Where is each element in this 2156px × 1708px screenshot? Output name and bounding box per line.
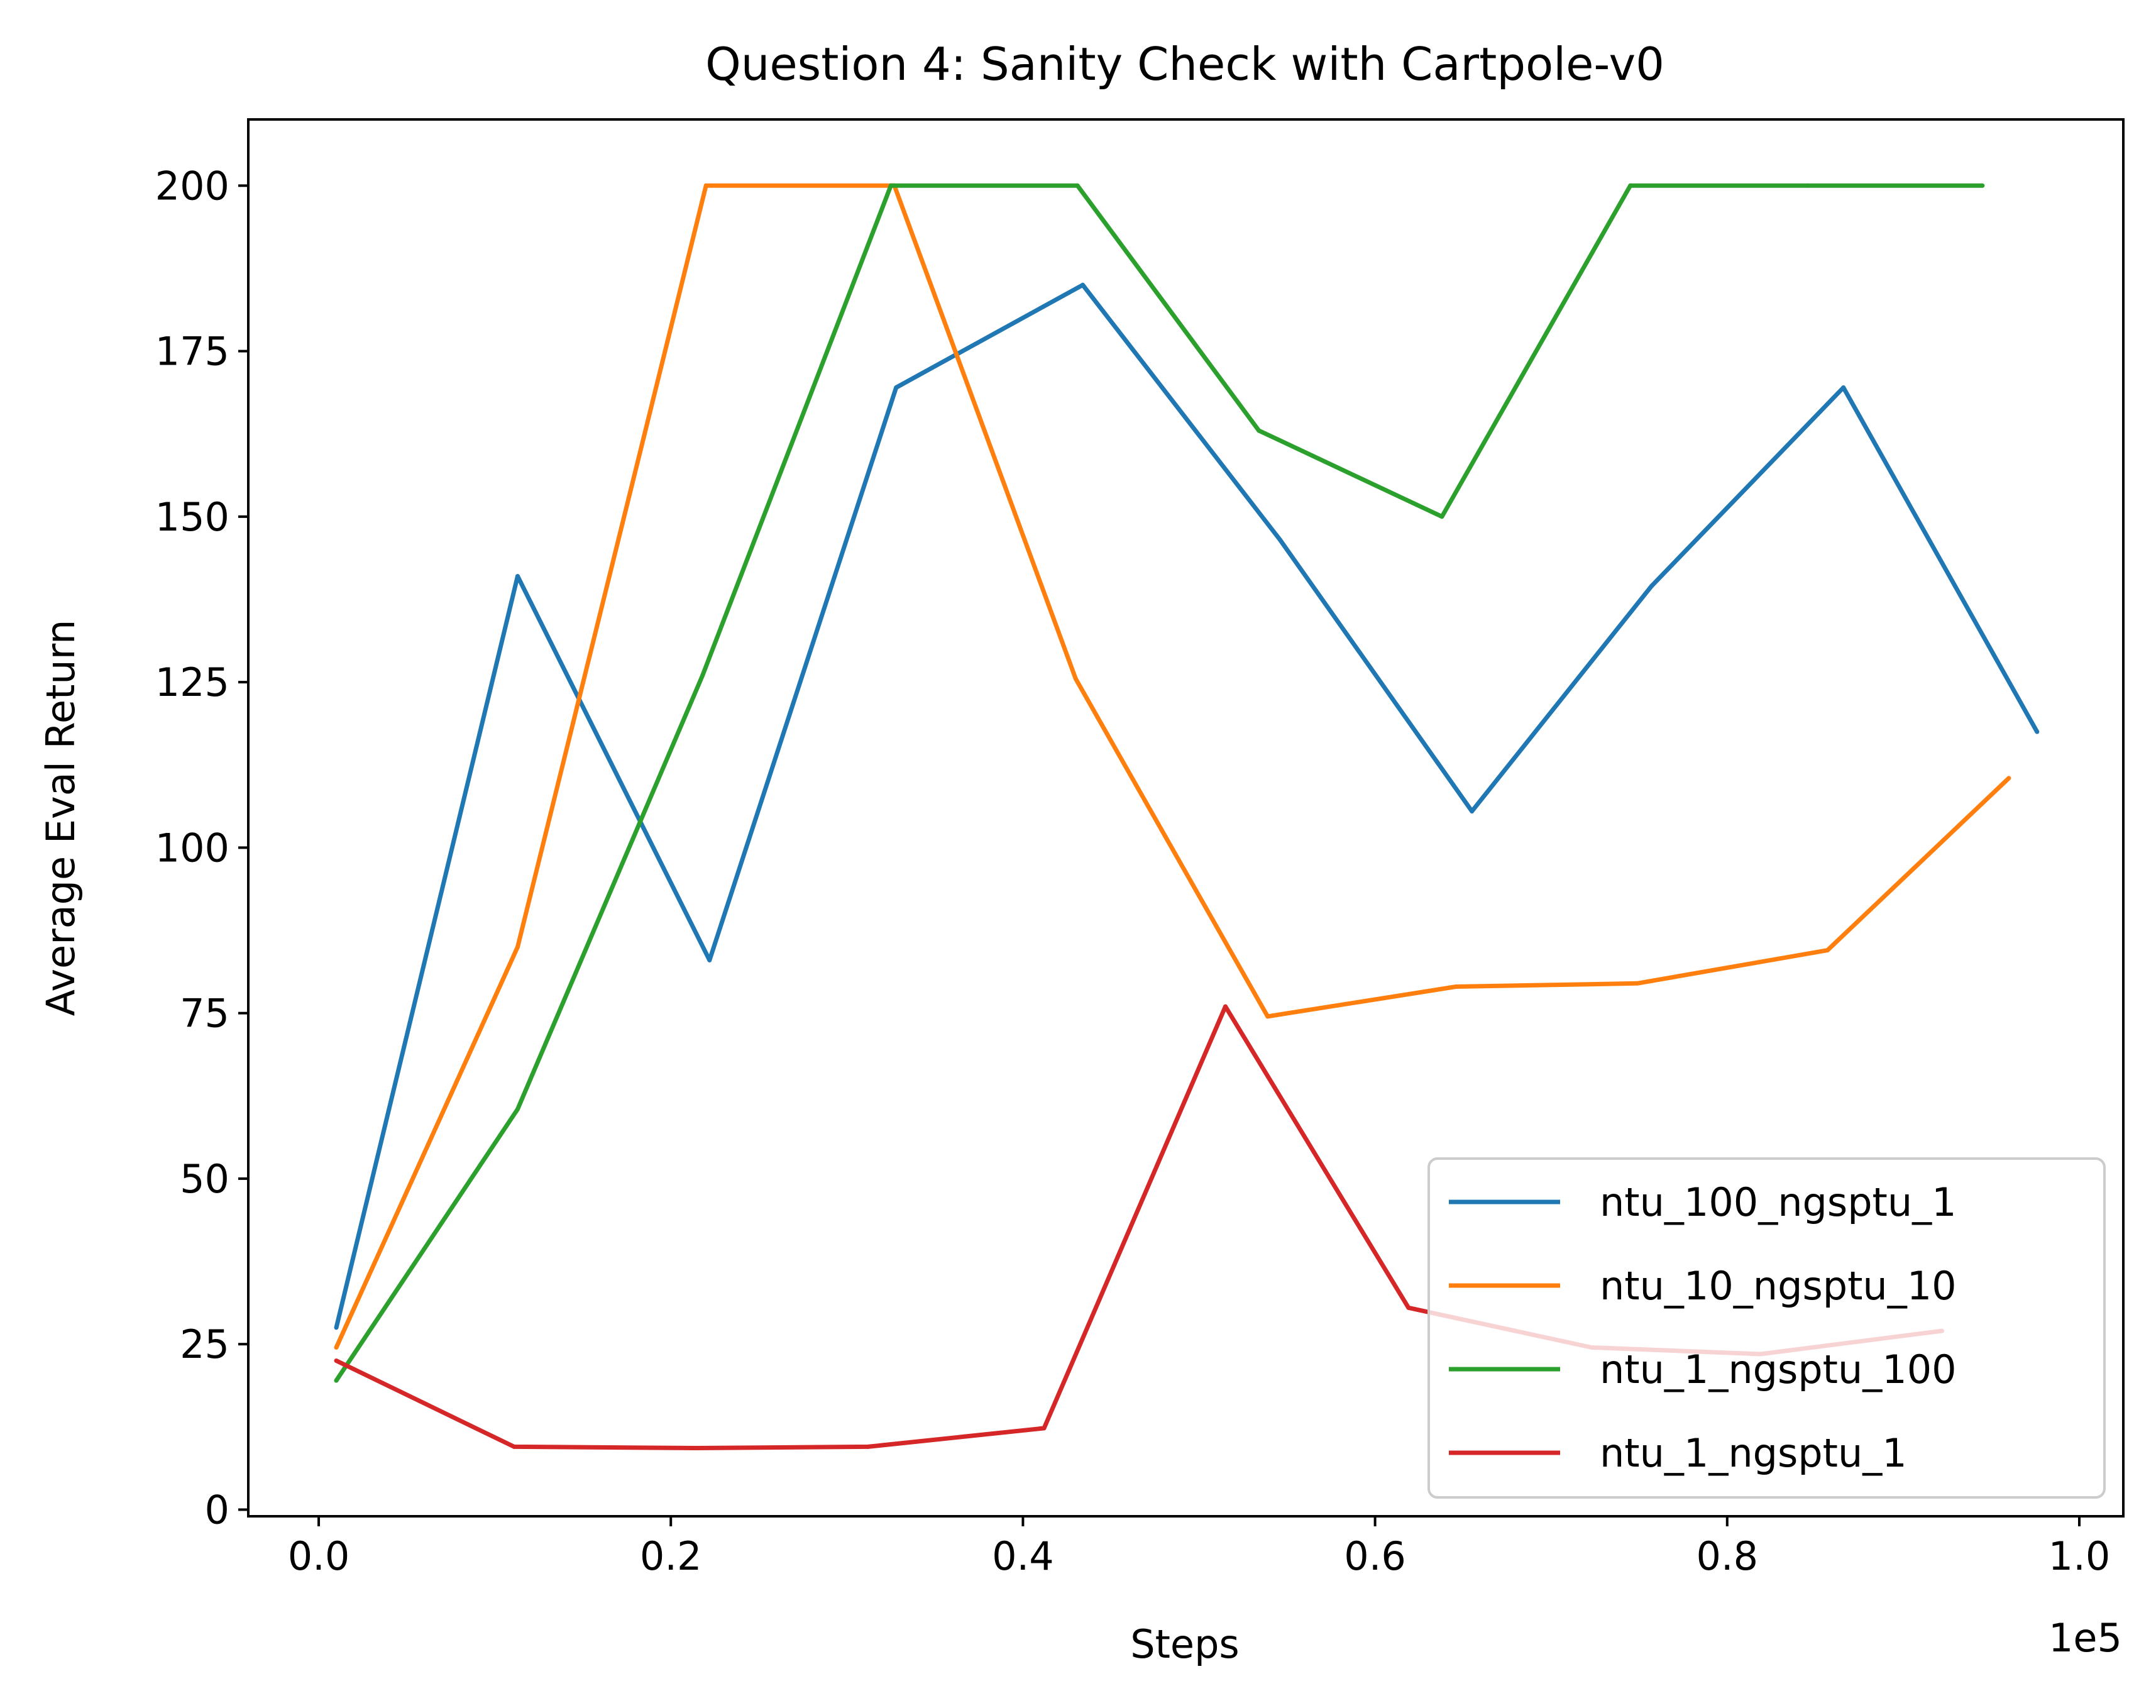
data-point-ntu_100_ngsptu_1-3: [894, 385, 899, 390]
y-axis-label: Average Eval Return: [38, 620, 84, 1017]
data-point-ntu_1_ngsptu_1-0: [334, 1358, 339, 1363]
y-tick-label: 150: [155, 494, 229, 540]
data-point-ntu_100_ngsptu_1-4: [1081, 282, 1086, 287]
data-point-ntu_100_ngsptu_1-5: [1277, 537, 1282, 543]
y-tick-label: 175: [155, 329, 229, 375]
data-point-ntu_1_ngsptu_100-1: [515, 1106, 520, 1111]
legend-label: ntu_100_ngsptu_1: [1600, 1179, 1957, 1225]
x-tick-label: 0.4: [992, 1533, 1054, 1579]
y-tick-label: 200: [155, 163, 229, 209]
legend-label: ntu_10_ngsptu_10: [1600, 1263, 1957, 1309]
x-tick-label: 1.0: [2049, 1533, 2111, 1579]
data-point-ntu_10_ngsptu_10-7: [1635, 981, 1640, 986]
data-point-ntu_10_ngsptu_10-0: [334, 1345, 339, 1350]
data-point-ntu_10_ngsptu_10-5: [1265, 1014, 1270, 1019]
data-point-ntu_1_ngsptu_1-2: [693, 1446, 698, 1450]
legend-label: ntu_1_ngsptu_100: [1600, 1347, 1957, 1392]
x-tick-label: 0.8: [1696, 1533, 1758, 1579]
data-point-ntu_10_ngsptu_10-9: [2006, 776, 2011, 781]
legend: ntu_100_ngsptu_1 ntu_10_ngsptu_10 ntu_1_ng…: [1427, 1157, 2106, 1499]
data-point-ntu_1_ngsptu_100-8: [1806, 183, 1811, 188]
legend-label: ntu_1_ngsptu_1: [1600, 1430, 1907, 1476]
legend-box: [1427, 1157, 2106, 1499]
data-point-ntu_1_ngsptu_100-2: [700, 673, 705, 678]
data-point-ntu_10_ngsptu_10-4: [1073, 676, 1078, 681]
data-point-ntu_10_ngsptu_10-8: [1825, 948, 1830, 953]
data-point-ntu_100_ngsptu_1-1: [515, 574, 520, 579]
data-point-ntu_1_ngsptu_100-6: [1439, 514, 1444, 519]
legend-entry: ntu_1_ngsptu_1: [1449, 1430, 1907, 1476]
data-point-ntu_1_ngsptu_1-6: [1406, 1305, 1411, 1310]
legend-entry: ntu_100_ngsptu_1: [1449, 1179, 1957, 1225]
data-point-ntu_1_ngsptu_100-0: [334, 1378, 339, 1383]
data-point-ntu_100_ngsptu_1-0: [334, 1325, 339, 1330]
y-tick-label: 75: [180, 991, 229, 1037]
x-tick-label: 0.2: [640, 1533, 702, 1579]
legend-entries: ntu_100_ngsptu_1 ntu_10_ngsptu_10 ntu_1_ng…: [1449, 1179, 1957, 1476]
data-point-ntu_1_ngsptu_100-7: [1628, 183, 1633, 188]
data-point-ntu_100_ngsptu_1-8: [1841, 385, 1846, 390]
data-point-ntu_10_ngsptu_10-2: [703, 183, 708, 188]
legend-entry: ntu_1_ngsptu_100: [1449, 1347, 1957, 1392]
data-point-ntu_100_ngsptu_1-9: [2035, 729, 2040, 734]
y-tick-label: 100: [155, 825, 229, 871]
data-point-ntu_1_ngsptu_1-4: [1042, 1426, 1047, 1431]
data-point-ntu_1_ngsptu_1-3: [866, 1444, 871, 1449]
axes-frame: [247, 118, 2125, 1518]
x-axis-offset-label: 1e5: [2049, 1615, 2122, 1661]
y-tick-label: 50: [180, 1156, 229, 1202]
x-axis-ticks: 0.0 0.2 0.4 0.6 0.8 1.0: [288, 1516, 2111, 1579]
series-ntu_1_ngsptu_100: [334, 183, 1985, 1383]
series-line-ntu_1_ngsptu_100: [334, 183, 1983, 1382]
data-point-ntu_100_ngsptu_1-2: [707, 957, 712, 962]
data-point-ntu_1_ngsptu_100-4: [1075, 183, 1080, 188]
data-point-ntu_1_ngsptu_100-3: [888, 183, 893, 188]
y-axis-ticks: 0 25 50 75 100 125 150 175 200: [155, 163, 248, 1533]
series-ntu_100_ngsptu_1: [334, 282, 2040, 1330]
y-tick-label: 25: [180, 1321, 229, 1367]
data-point-ntu_1_ngsptu_100-5: [1257, 428, 1262, 433]
data-point-ntu_100_ngsptu_1-7: [1649, 583, 1654, 588]
legend-entry: ntu_10_ngsptu_10: [1449, 1263, 1957, 1309]
data-point-ntu_1_ngsptu_100-9: [1980, 183, 1985, 188]
x-axis-label: Steps: [1130, 1621, 1239, 1667]
data-point-ntu_10_ngsptu_10-6: [1453, 984, 1458, 989]
y-tick-label: 0: [205, 1487, 229, 1533]
data-point-ntu_1_ngsptu_1-5: [1223, 1004, 1228, 1009]
series-line-ntu_100_ngsptu_1: [334, 282, 2039, 1328]
chart-title: Question 4: Sanity Check with Cartpole-v…: [705, 38, 1664, 91]
data-point-ntu_1_ngsptu_1-1: [512, 1444, 517, 1449]
y-tick-label: 125: [155, 659, 229, 705]
x-tick-label: 0.0: [288, 1533, 350, 1579]
x-tick-label: 0.6: [1344, 1533, 1406, 1579]
series-line-ntu_10_ngsptu_10: [334, 183, 2011, 1348]
data-point-ntu_100_ngsptu_1-6: [1470, 809, 1475, 813]
data-point-ntu_10_ngsptu_10-1: [515, 944, 520, 949]
